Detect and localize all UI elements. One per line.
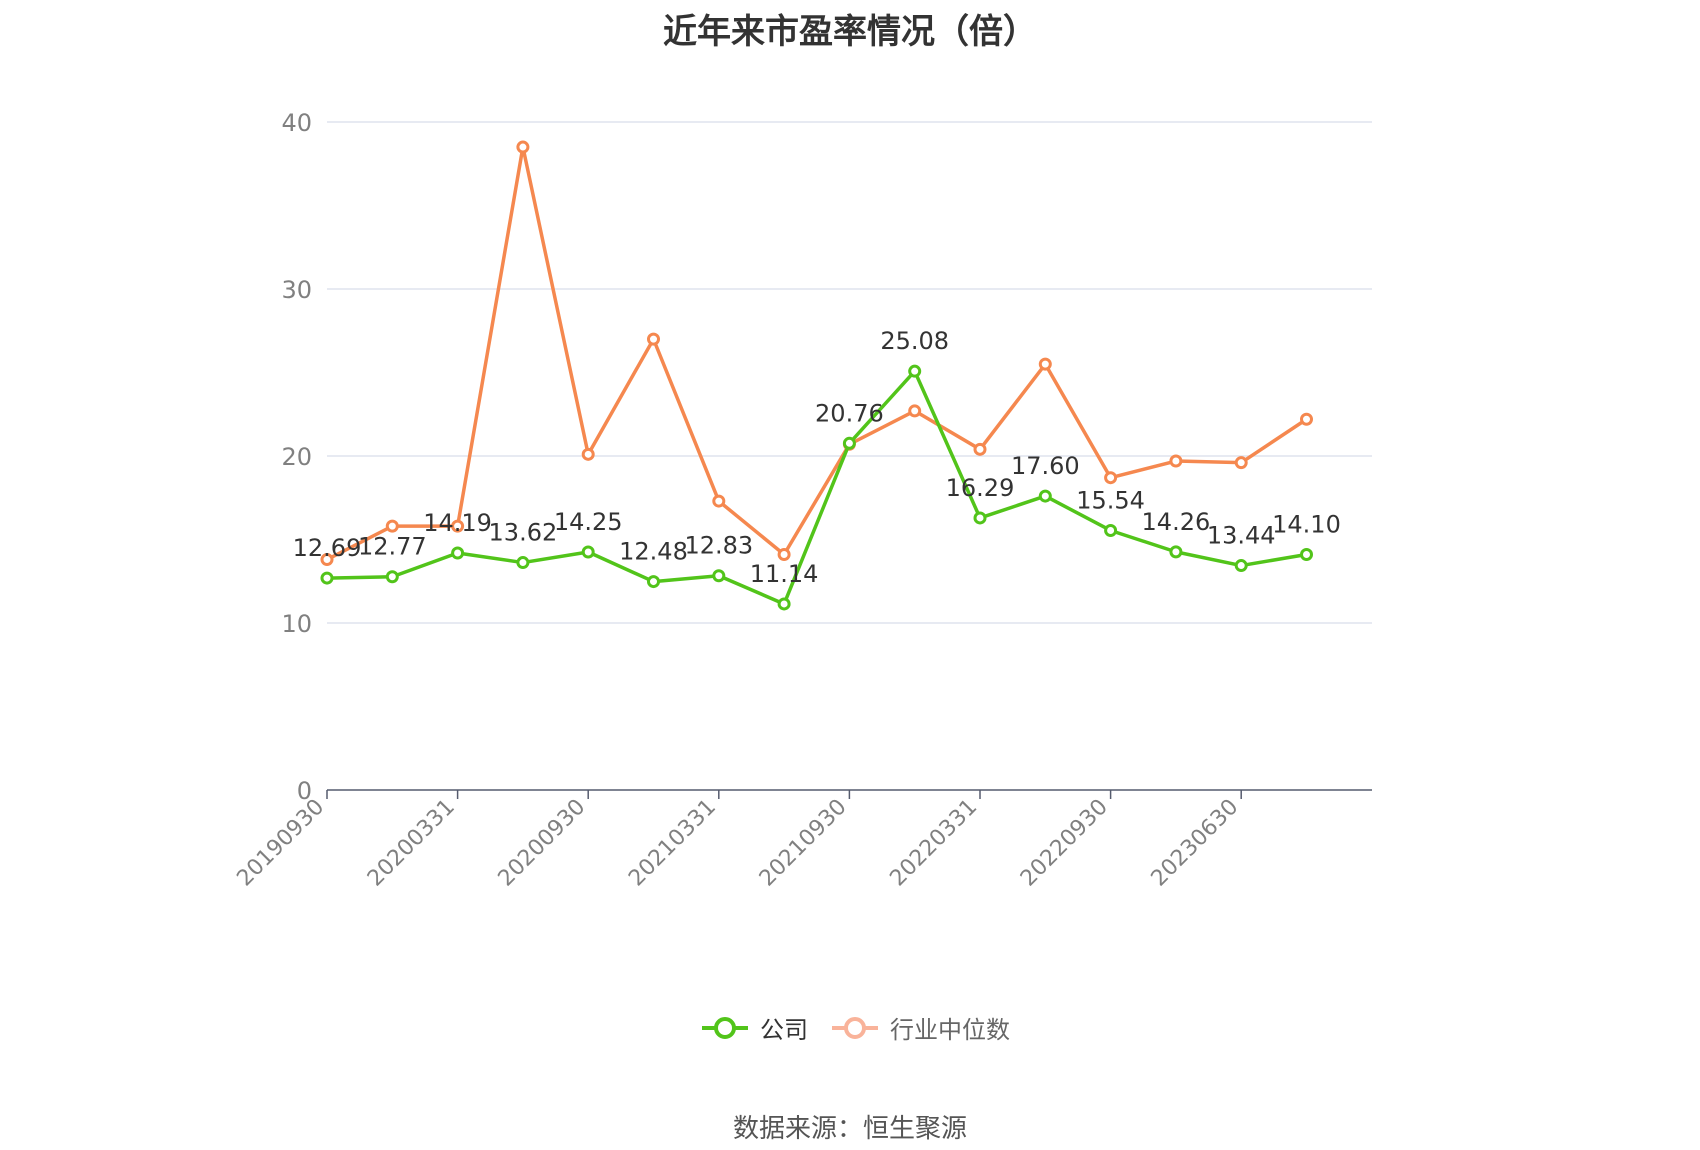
company-data-label: 12.48 — [619, 538, 688, 566]
company-data-label: 17.60 — [1011, 452, 1080, 480]
company-data-point — [712, 569, 726, 583]
company-data-point — [1104, 523, 1118, 537]
data-labels: 12.6912.7714.1913.6214.2512.4812.8311.14… — [293, 327, 1341, 588]
x-tick-label: 20210930 — [755, 795, 852, 892]
company-data-point — [908, 364, 922, 378]
company-data-label: 12.69 — [293, 534, 362, 562]
industry-legend-icon — [832, 1016, 878, 1039]
y-tick-label: 40 — [281, 109, 312, 137]
company-data-point — [777, 597, 791, 611]
industry-data-point — [1300, 412, 1313, 426]
company-data-label: 12.77 — [358, 533, 427, 561]
company-data-point — [581, 545, 595, 559]
data-source-note: 数据来源：恒生聚源 — [732, 1114, 967, 1144]
company-data-point — [1300, 548, 1313, 562]
company-data-label: 15.54 — [1076, 486, 1145, 514]
company-data-point — [842, 436, 856, 450]
legend-label-company: 公司 — [760, 1016, 808, 1044]
company-data-label: 11.14 — [750, 560, 819, 588]
company-data-label: 14.26 — [1142, 508, 1211, 536]
legend-item-industry[interactable]: 行业中位数 — [830, 1010, 1010, 1045]
series — [320, 140, 1313, 611]
company-legend-icon — [702, 1016, 748, 1039]
x-tick-label: 20190930 — [232, 795, 329, 892]
company-data-label: 14.19 — [423, 509, 492, 537]
company-data-point — [1038, 489, 1052, 503]
industry-data-point — [973, 442, 987, 456]
company-data-label: 13.44 — [1207, 522, 1276, 550]
company-data-point — [516, 556, 530, 570]
industry-data-point — [647, 332, 660, 346]
company-data-point — [385, 570, 399, 584]
legend: 公司 行业中位数 — [700, 1010, 1032, 1045]
industry-data-point — [908, 404, 922, 418]
industry-data-point — [385, 519, 399, 533]
industry-data-point — [1104, 471, 1118, 485]
company-data-label: 16.29 — [946, 474, 1015, 502]
legend-item-company[interactable]: 公司 — [700, 1010, 808, 1045]
industry-data-point — [712, 494, 726, 508]
company-data-label: 20.76 — [815, 399, 884, 427]
industry-data-point — [1038, 357, 1052, 371]
company-data-label: 12.83 — [684, 532, 753, 560]
x-tick-label: 20200930 — [494, 795, 591, 892]
y-tick-label: 0 — [297, 777, 312, 805]
company-data-label: 13.62 — [489, 519, 558, 547]
company-data-label: 25.08 — [880, 327, 949, 355]
grid-lines — [327, 121, 1372, 624]
x-tick-label: 20230630 — [1147, 795, 1244, 892]
company-data-point — [973, 511, 987, 525]
y-tick-label: 10 — [281, 610, 312, 638]
y-tick-label: 30 — [281, 276, 312, 304]
company-data-point — [647, 575, 660, 589]
industry-data-point — [581, 447, 595, 461]
legend-label-industry: 行业中位数 — [890, 1016, 1010, 1044]
axes: 0 10 20 30 40 20190930 20200331 20200930 2021033… — [232, 109, 1372, 891]
industry-data-point — [777, 548, 791, 562]
x-tick-label: 20200331 — [363, 795, 460, 892]
industry-data-point — [320, 553, 334, 567]
company-data-point — [451, 546, 465, 560]
x-tick-label: 20210331 — [624, 795, 721, 892]
company-data-label: 14.25 — [554, 508, 623, 536]
x-tick-label: 20220930 — [1016, 795, 1113, 892]
industry-data-point — [516, 140, 530, 154]
company-series-line — [326, 369, 1307, 606]
y-tick-label: 20 — [281, 443, 312, 471]
chart-title: 近年来市盈率情况（倍） — [663, 12, 1037, 52]
line-chart: 0 10 20 30 40 20190930 20200331 20200930 2021033… — [232, 109, 1372, 891]
industry-series-line — [326, 145, 1308, 562]
x-tick-label: 20220331 — [885, 795, 982, 892]
industry-data-point — [451, 519, 465, 533]
company-data-label: 14.10 — [1272, 511, 1341, 539]
company-data-point — [1234, 559, 1248, 573]
company-data-point — [1169, 545, 1183, 559]
industry-data-point — [1234, 456, 1248, 470]
industry-data-point — [1169, 454, 1183, 468]
company-data-point — [320, 571, 334, 585]
